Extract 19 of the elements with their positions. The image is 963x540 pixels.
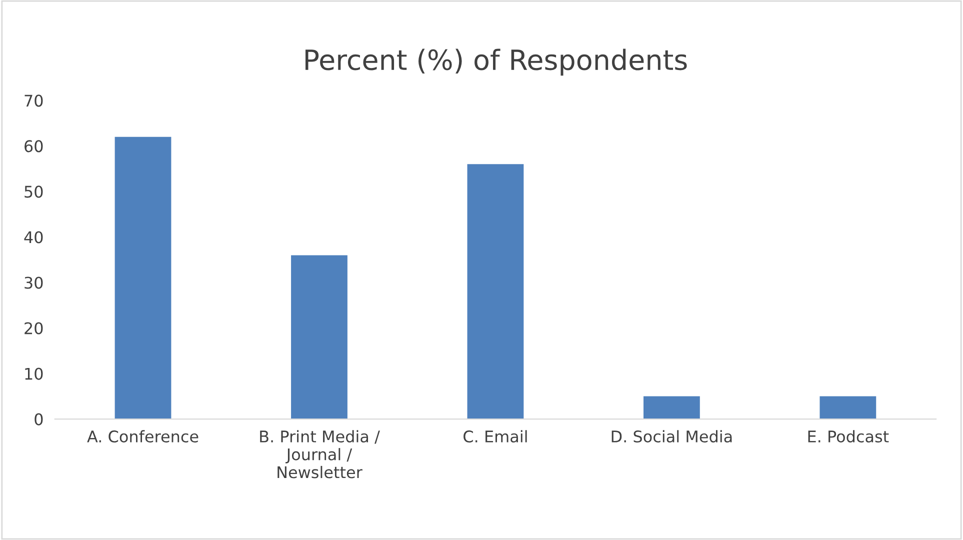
bar (643, 396, 700, 420)
bar (291, 255, 348, 420)
bar (467, 164, 524, 420)
y-tick-label: 70 (24, 94, 43, 107)
x-tick-label: D. Social Media (612, 430, 732, 443)
y-tick-label: 20 (24, 322, 43, 334)
x-tick-label: A. Conference (87, 430, 198, 443)
bar (114, 136, 172, 420)
x-tick-label: B. Print Media / Journal / Newsletter (260, 430, 380, 478)
y-tick-label: 60 (24, 140, 43, 152)
bar (820, 396, 876, 420)
y-tick-label: 30 (24, 276, 43, 289)
y-tick-label: 10 (25, 368, 43, 380)
y-tick-label: 0 (34, 413, 43, 426)
x-tick-label: E. Podcast (808, 430, 889, 443)
chart-title: Percent (%) of Respondents (306, 48, 687, 76)
x-tick-label: C. Email (464, 430, 527, 443)
y-tick-label: 40 (24, 231, 43, 244)
y-tick-label: 50 (24, 186, 43, 198)
